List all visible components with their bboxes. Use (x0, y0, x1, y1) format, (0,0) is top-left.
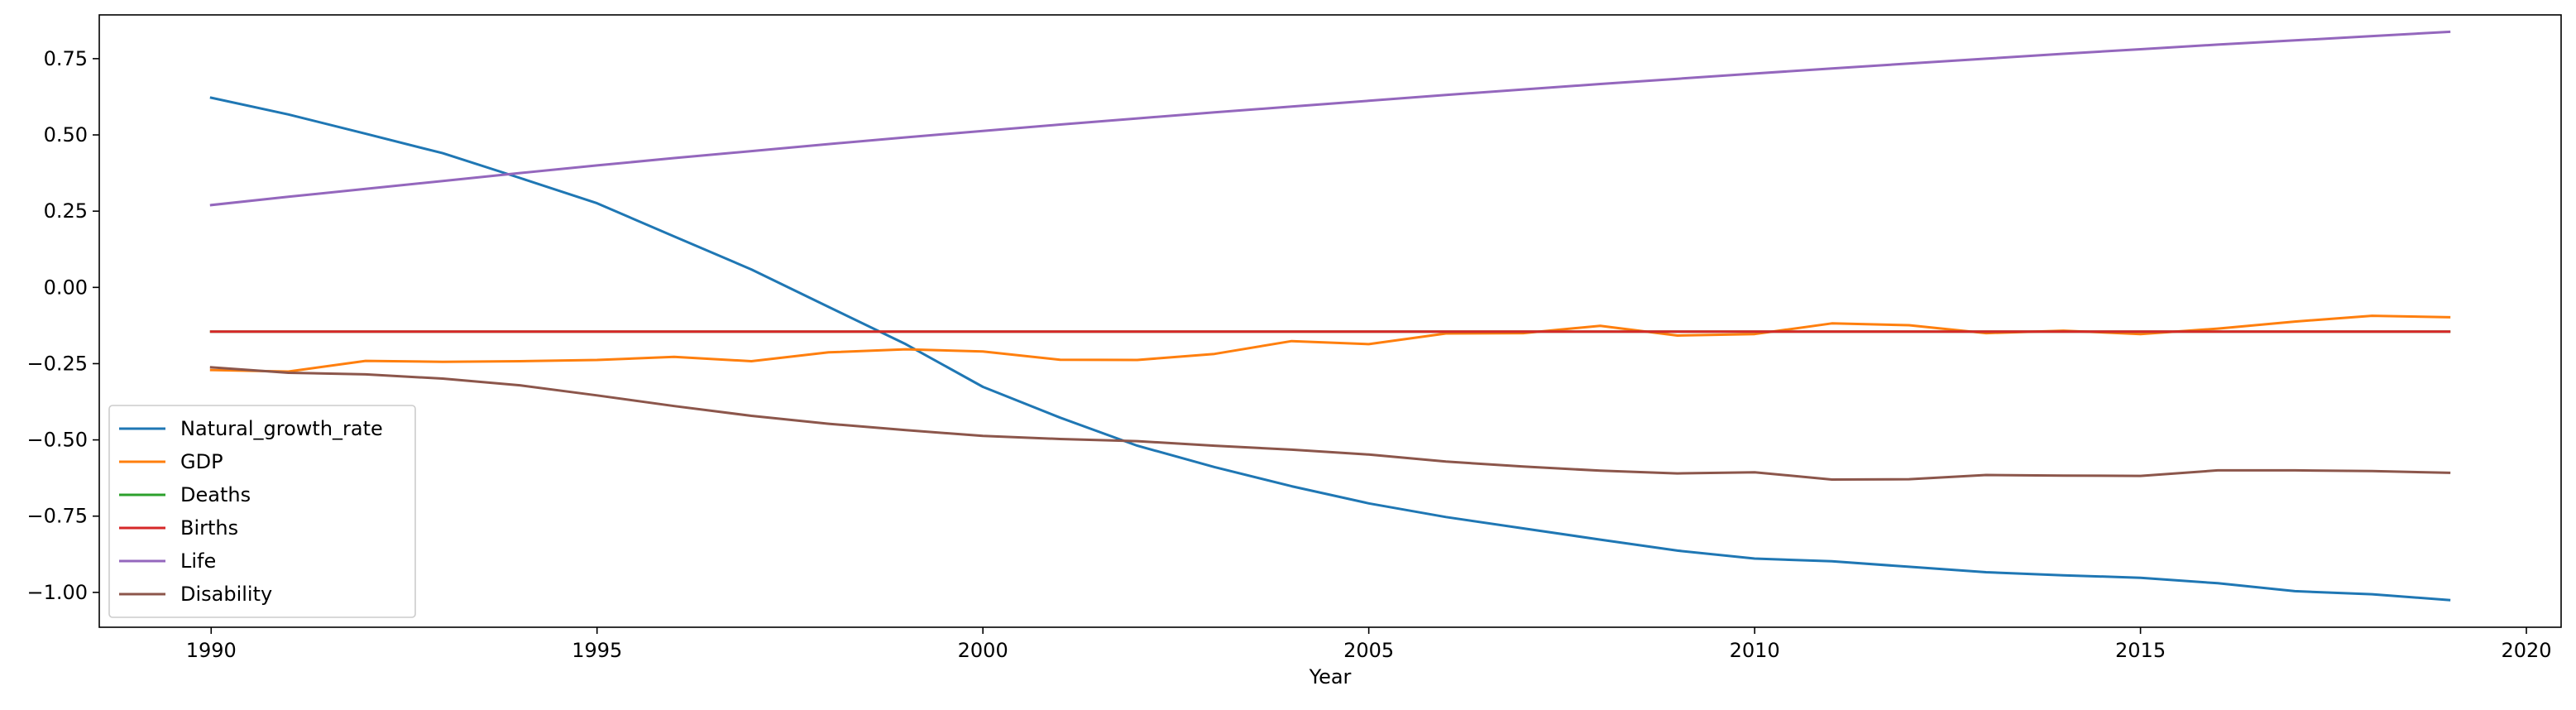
y-tick-label: 0.00 (44, 276, 88, 299)
legend-label: Life (180, 549, 216, 573)
series-line-disability (209, 366, 2451, 481)
legend-label: Disability (180, 583, 272, 606)
y-tick-label: −1.00 (26, 581, 88, 604)
legend-label: Deaths (180, 483, 251, 506)
plot-frame (98, 14, 2562, 628)
series-line-life (209, 30, 2451, 207)
y-tick-label: 0.50 (44, 123, 88, 146)
legend-box (108, 405, 416, 618)
y-tick-label: 0.75 (44, 47, 88, 70)
y-tick-label: −0.75 (26, 505, 88, 528)
y-axis: 0.75 0.50 0.25 0.00 −0.25 −0.50 −0.75 −1.00 (26, 47, 99, 604)
y-tick-label: −0.50 (26, 429, 88, 452)
legend-label: Births (180, 516, 238, 540)
legend-label: GDP (180, 450, 223, 473)
series-line-natural-growth-rate (209, 96, 2451, 602)
x-tick-label: 2015 (2115, 639, 2166, 662)
legend-label: Natural_growth_rate (180, 417, 383, 440)
y-tick-label: −0.25 (26, 352, 88, 375)
x-axis: 1990 1995 2000 2005 2010 2015 2020 (186, 627, 2552, 662)
x-axis-title: Year (1309, 665, 1352, 688)
x-tick-label: 2000 (958, 639, 1008, 662)
y-tick-label: 0.25 (44, 199, 88, 223)
x-tick-label: 1990 (186, 639, 237, 662)
legend: Natural_growth_rate GDP Deaths Births Life Di… (108, 405, 416, 618)
x-tick-label: 2005 (1343, 639, 1394, 662)
x-tick-label: 2020 (2501, 639, 2551, 662)
x-tick-label: 2010 (1730, 639, 1780, 662)
x-tick-label: 1995 (572, 639, 622, 662)
plot-lines (209, 30, 2451, 602)
